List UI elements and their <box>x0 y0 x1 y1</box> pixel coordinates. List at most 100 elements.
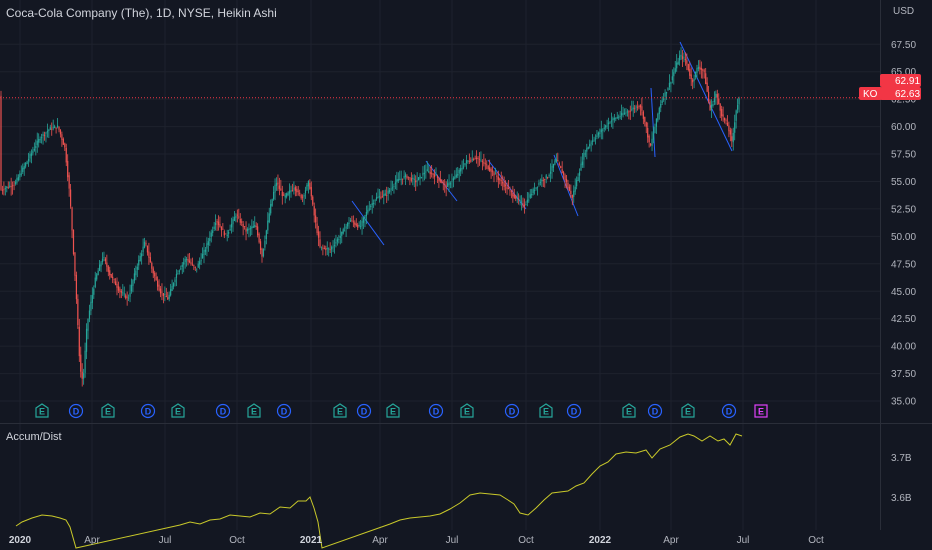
dividend-marker[interactable]: D <box>566 403 582 419</box>
candle-body <box>645 122 647 127</box>
chart-title[interactable]: Coca-Cola Company (The), 1D, NYSE, Heiki… <box>6 6 277 20</box>
candle-body <box>500 180 502 181</box>
price-axis[interactable]: 67.50 65.00 62.50 60.00 57.50 55.00 52.50 50.00… <box>891 40 916 408</box>
ticker-badge <box>859 87 882 100</box>
earnings-marker[interactable]: E <box>681 403 695 418</box>
candle-body <box>644 116 646 122</box>
earnings-marker-shape <box>539 403 553 418</box>
candle-body <box>487 165 489 170</box>
candle-body <box>14 182 17 185</box>
candle-body <box>229 228 231 231</box>
earnings-marker[interactable]: E <box>101 403 115 418</box>
candle-body <box>576 180 578 187</box>
candle-body <box>689 69 691 76</box>
dividend-marker[interactable]: D <box>68 403 84 419</box>
earnings-marker[interactable]: E <box>622 403 636 418</box>
candle-body <box>716 94 718 98</box>
earnings-marker[interactable]: E <box>754 404 768 418</box>
dividend-marker[interactable]: D <box>140 403 156 419</box>
candle-body <box>19 173 21 178</box>
candle-body <box>210 232 212 237</box>
dividend-marker[interactable]: D <box>356 403 372 419</box>
candle-body <box>273 191 275 200</box>
candle-body <box>239 219 241 223</box>
candle-body <box>178 270 180 272</box>
candle-body <box>426 169 428 171</box>
candle-body <box>65 147 67 163</box>
trendline[interactable] <box>650 87 656 158</box>
earnings-marker[interactable]: E <box>460 403 474 418</box>
candle-body <box>738 98 740 105</box>
candle-body <box>661 100 663 103</box>
candle-body <box>507 188 510 189</box>
candle-body <box>449 183 452 185</box>
currency-label[interactable]: USD <box>893 6 915 17</box>
candle-body <box>626 111 628 113</box>
candle-body <box>638 105 640 107</box>
dividend-marker[interactable]: D <box>721 403 737 419</box>
candle-body <box>128 297 130 299</box>
trendline[interactable] <box>351 200 385 246</box>
candle-body <box>526 199 528 203</box>
price-tick: 47.50 <box>891 259 916 270</box>
candle-body <box>690 74 692 80</box>
dividend-marker[interactable]: D <box>647 403 663 419</box>
candle-body <box>415 180 417 183</box>
earnings-marker[interactable]: E <box>333 403 347 418</box>
candle-body <box>671 76 673 81</box>
time-axis[interactable]: 2020 Apr Jul Oct 2021 Apr Jul Oct 2022 Apr Jul Oct <box>9 535 824 546</box>
candle-body <box>93 288 95 295</box>
candle-body <box>436 175 439 178</box>
candle-body <box>6 186 8 188</box>
candle-body <box>571 194 573 198</box>
candle-body <box>283 194 285 196</box>
candle-body <box>175 273 178 278</box>
earnings-marker[interactable]: E <box>171 403 185 418</box>
event-letter: E <box>39 407 45 417</box>
dividend-marker[interactable]: D <box>276 403 292 419</box>
candle-body <box>380 196 382 199</box>
trendline[interactable] <box>553 154 579 217</box>
candle-body <box>737 104 739 110</box>
earnings-marker[interactable]: E <box>539 403 553 418</box>
candle-body <box>387 190 389 194</box>
event-letter: D <box>361 407 368 417</box>
candle-body <box>106 262 108 267</box>
earnings-marker[interactable]: E <box>386 403 400 418</box>
candle-body <box>244 226 246 227</box>
candle-body <box>551 165 553 171</box>
candle-body <box>265 230 267 240</box>
candle-body <box>12 185 14 187</box>
candle-body <box>676 62 678 69</box>
candle-body <box>718 98 720 104</box>
dividend-marker[interactable]: D <box>428 403 444 419</box>
indicator-label[interactable]: Accum/Dist <box>6 431 62 443</box>
dividend-marker[interactable]: D <box>215 403 231 419</box>
candle-body <box>278 185 280 189</box>
earnings-marker[interactable]: E <box>247 403 261 418</box>
candle-body <box>732 132 734 143</box>
candle-body <box>125 295 127 299</box>
candle-body <box>393 186 395 187</box>
price-tick: 42.50 <box>891 314 916 325</box>
candle-body <box>481 161 483 162</box>
candle-body <box>668 82 671 88</box>
candle-body <box>302 196 304 198</box>
candle-body <box>344 230 346 232</box>
candle-body <box>409 177 411 179</box>
earnings-marker-shape <box>460 403 474 418</box>
candle-body <box>333 245 336 246</box>
candle-body <box>45 132 47 134</box>
candle-body <box>516 197 518 198</box>
candle-body <box>277 182 279 185</box>
candle-body <box>496 175 498 178</box>
earnings-marker[interactable]: E <box>35 403 49 418</box>
candle-body <box>406 176 408 179</box>
candle-body <box>458 169 460 174</box>
candle-body <box>528 199 530 201</box>
candle-body <box>735 110 737 121</box>
dividend-marker[interactable]: D <box>504 403 520 419</box>
trendline[interactable] <box>679 41 733 152</box>
candle-body <box>313 206 315 216</box>
